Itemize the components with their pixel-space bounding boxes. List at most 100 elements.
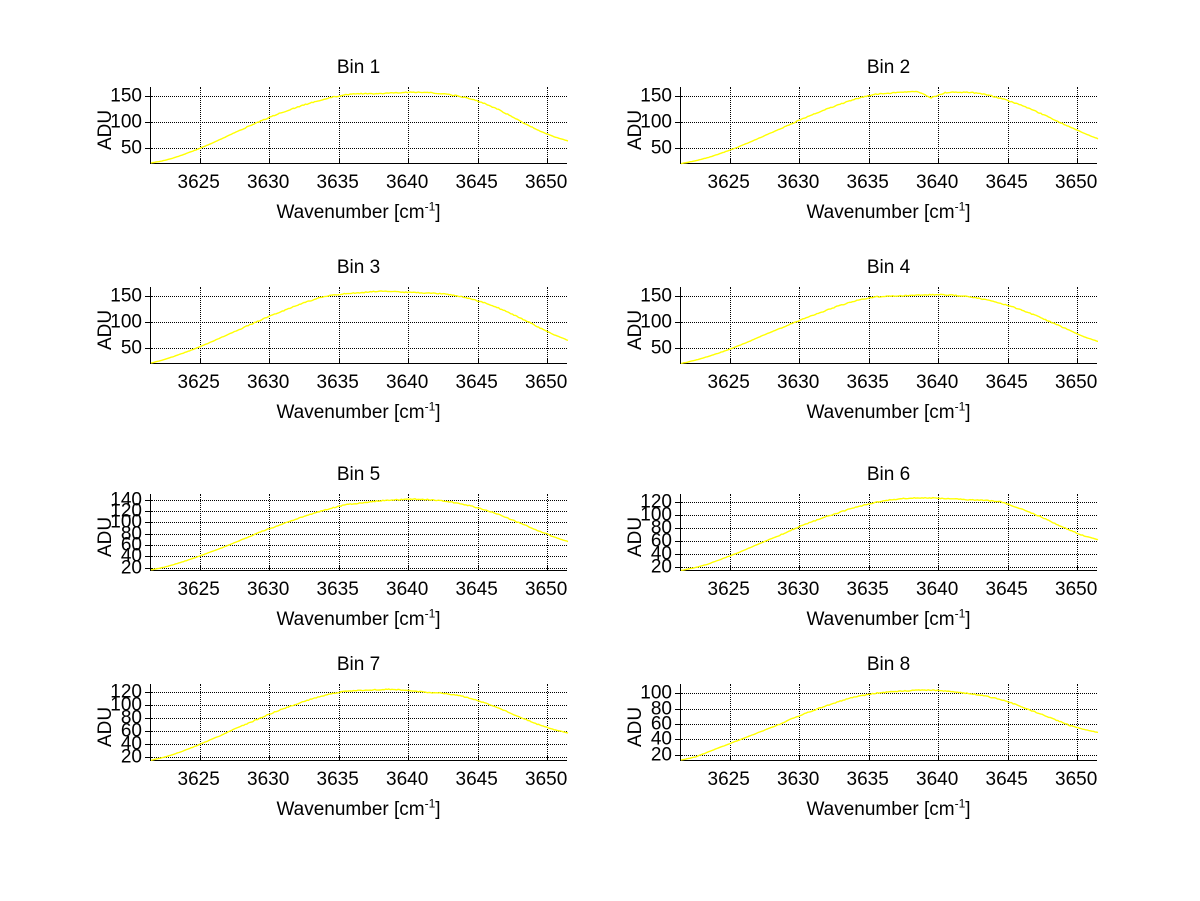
xtick-label: 3645 bbox=[985, 372, 1028, 393]
ytick-mark bbox=[145, 147, 151, 149]
ytick-label: 40 bbox=[120, 733, 142, 755]
ytick-label: 80 bbox=[650, 517, 672, 539]
xtick-label: 3645 bbox=[455, 372, 498, 393]
x-axis-label-bracket: ] bbox=[965, 202, 971, 223]
ytick-labels-3: 50 100 150 bbox=[87, 287, 142, 364]
ytick-mark bbox=[675, 121, 681, 123]
ytick-mark bbox=[145, 533, 151, 535]
x-axis-label-8: Wavenumber [cm-1] bbox=[680, 796, 1097, 821]
x-axis-label-exponent: -1 bbox=[424, 796, 436, 811]
subplot-title-3: Bin 3 bbox=[336, 257, 381, 278]
axes-1 bbox=[145, 87, 569, 164]
data-curve-3 bbox=[150, 290, 569, 364]
ytick-labels-4: 50 100 150 bbox=[617, 287, 672, 364]
ytick-mark bbox=[675, 554, 681, 556]
ytick-label: 100 bbox=[640, 111, 672, 133]
ytick-label: 60 bbox=[650, 713, 672, 735]
xtick-label: 3630 bbox=[247, 372, 290, 393]
ytick-label: 100 bbox=[110, 511, 142, 533]
ytick-label: 50 bbox=[120, 137, 142, 159]
ytick-mark bbox=[145, 757, 151, 759]
xtick-mark bbox=[547, 358, 549, 364]
ytick-mark bbox=[675, 739, 681, 741]
ytick-label: 60 bbox=[120, 534, 142, 556]
xtick-label: 3650 bbox=[1055, 769, 1098, 790]
x-axis-label-text: Wavenumber [cm bbox=[276, 202, 425, 223]
subplot-4: Bin 4 50 100 150 ADU 3625 3630 3635 3640 3645 3650… bbox=[617, 255, 1107, 445]
xtick-label: 3630 bbox=[247, 769, 290, 790]
plot-area-2 bbox=[675, 87, 1099, 165]
ytick-label: 20 bbox=[650, 556, 672, 578]
ytick-mark bbox=[675, 540, 681, 542]
subplot-title-1: Bin 1 bbox=[336, 57, 381, 78]
subplot-title-2: Bin 2 bbox=[866, 57, 911, 78]
plot-area-5 bbox=[145, 494, 569, 571]
y-axis-label-3: ADU bbox=[95, 309, 116, 350]
plot-area-1 bbox=[145, 87, 569, 164]
xtick-labels-2: 3625 3630 3635 3640 3645 3650 bbox=[680, 172, 1098, 196]
xtick-label: 3635 bbox=[846, 579, 889, 600]
xtick-label: 3625 bbox=[177, 769, 220, 790]
y-axis-label-6: ADU bbox=[625, 516, 646, 557]
ytick-label: 100 bbox=[640, 504, 672, 526]
xtick-mark bbox=[729, 565, 731, 571]
xtick-mark bbox=[729, 358, 731, 364]
xtick-mark bbox=[408, 358, 410, 364]
x-axis-label-bracket: ] bbox=[965, 402, 971, 423]
xtick-label: 3635 bbox=[846, 372, 889, 393]
ytick-mark bbox=[145, 744, 151, 746]
xtick-mark bbox=[1007, 358, 1009, 364]
xtick-mark bbox=[199, 158, 201, 164]
ytick-label: 40 bbox=[650, 728, 672, 750]
ytick-mark bbox=[675, 347, 681, 349]
xtick-label: 3640 bbox=[386, 579, 429, 600]
xtick-mark bbox=[1077, 565, 1079, 571]
plot-area-8 bbox=[675, 684, 1099, 761]
x-axis-label-4: Wavenumber [cm-1] bbox=[680, 401, 1097, 424]
xtick-mark bbox=[799, 565, 801, 571]
xtick-mark bbox=[1007, 565, 1009, 571]
ytick-mark bbox=[145, 121, 151, 123]
y-axis-label-1: ADU bbox=[95, 109, 116, 150]
xtick-label: 3625 bbox=[707, 769, 750, 790]
axes-7 bbox=[145, 684, 569, 762]
xtick-mark bbox=[868, 755, 870, 761]
x-axis-label-exponent: -1 bbox=[424, 606, 436, 621]
xtick-mark bbox=[868, 565, 870, 571]
ytick-label: 100 bbox=[110, 694, 142, 716]
ytick-mark bbox=[675, 514, 681, 516]
data-curve-6 bbox=[680, 496, 1099, 572]
xtick-mark bbox=[868, 158, 870, 164]
xtick-mark bbox=[477, 565, 479, 571]
data-curve-4 bbox=[680, 293, 1099, 365]
ytick-labels-6: 20 40 60 80 100 120 bbox=[617, 492, 672, 576]
xtick-mark bbox=[269, 565, 271, 571]
x-axis-label-text: Wavenumber [cm bbox=[806, 799, 955, 820]
subplot-8: Bin 8 20 40 60 80 100 ADU 3625 3630 3635 3640 3645 3… bbox=[617, 652, 1107, 842]
x-axis-label-2: Wavenumber [cm-1] bbox=[680, 201, 1097, 224]
ytick-label: 120 bbox=[110, 681, 142, 703]
ytick-label: 150 bbox=[640, 85, 672, 107]
xtick-label: 3635 bbox=[316, 579, 359, 600]
xtick-label: 3640 bbox=[386, 769, 429, 790]
subplot-7: Bin 7 20 40 60 80 100 120 ADU 3625 3630 3635 3640 36… bbox=[87, 652, 577, 842]
xtick-label: 3630 bbox=[777, 372, 820, 393]
xtick-label: 3635 bbox=[316, 172, 359, 193]
plot-area-3 bbox=[145, 287, 569, 364]
ytick-mark bbox=[145, 556, 151, 558]
ytick-mark bbox=[145, 321, 151, 323]
axes-6 bbox=[675, 494, 1099, 572]
y-axis-label-4: ADU bbox=[625, 309, 646, 350]
x-axis-label-exponent: -1 bbox=[954, 796, 966, 811]
xtick-mark bbox=[477, 358, 479, 364]
xtick-mark bbox=[338, 755, 340, 761]
xtick-label: 3650 bbox=[525, 172, 568, 193]
x-axis-label-7: Wavenumber [cm-1] bbox=[150, 796, 567, 821]
ytick-labels-1: 50 100 150 bbox=[87, 87, 142, 164]
xtick-mark bbox=[547, 755, 549, 761]
ytick-mark bbox=[145, 717, 151, 719]
subplot-1: Bin 1 50 100 150 ADU 3625 3630 3635 3640 3645 3650… bbox=[87, 55, 577, 245]
xtick-label: 3625 bbox=[707, 579, 750, 600]
xtick-mark bbox=[938, 755, 940, 761]
xtick-label: 3635 bbox=[316, 769, 359, 790]
